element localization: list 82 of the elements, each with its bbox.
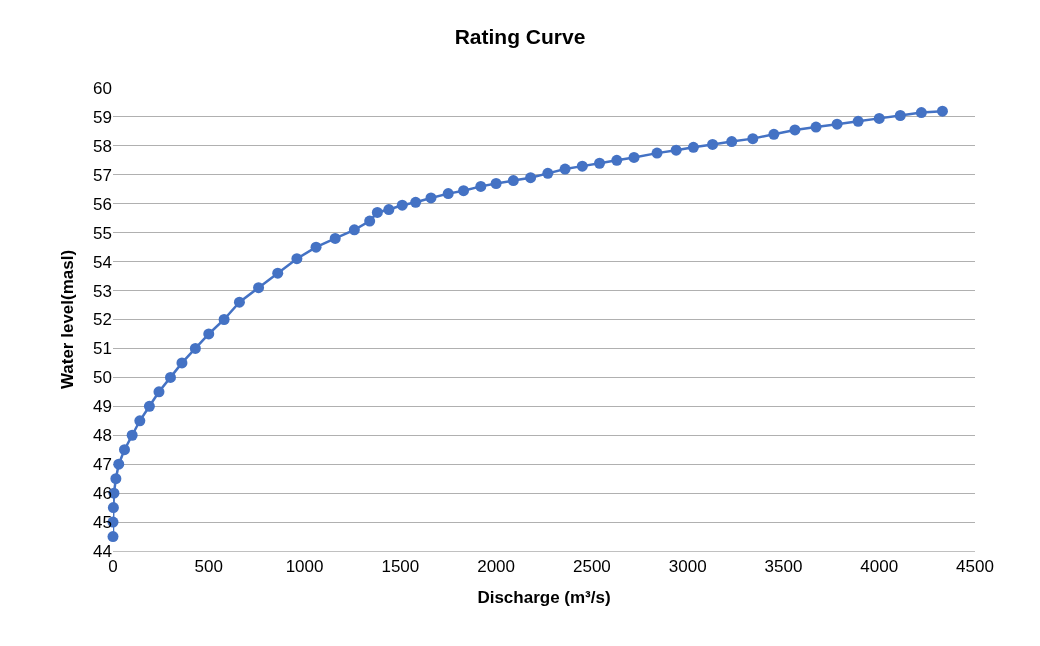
y-tick-label: 54 bbox=[93, 252, 112, 272]
point bbox=[364, 215, 376, 227]
point bbox=[233, 296, 245, 308]
point bbox=[291, 253, 303, 265]
point bbox=[176, 357, 188, 369]
point bbox=[670, 144, 682, 156]
point bbox=[490, 177, 502, 189]
point bbox=[475, 180, 487, 192]
point bbox=[410, 196, 422, 208]
x-tick-label: 4500 bbox=[956, 557, 994, 577]
x-tick-label: 4000 bbox=[860, 557, 899, 577]
y-tick-label: 56 bbox=[93, 194, 112, 214]
point bbox=[628, 151, 640, 163]
y-tick-label: 57 bbox=[93, 165, 112, 185]
x-tick-label: 1000 bbox=[285, 557, 324, 577]
x-tick-label: 2000 bbox=[477, 557, 516, 577]
point bbox=[110, 473, 122, 485]
y-tick-label: 53 bbox=[93, 281, 112, 301]
point bbox=[651, 147, 663, 159]
point bbox=[707, 138, 719, 150]
x-tick-label: 2500 bbox=[572, 557, 611, 577]
point bbox=[126, 429, 138, 441]
point bbox=[164, 371, 176, 383]
point bbox=[747, 133, 759, 145]
x-tick-label: 500 bbox=[194, 557, 223, 577]
point bbox=[189, 342, 201, 354]
point bbox=[396, 199, 408, 211]
y-tick-label: 55 bbox=[93, 223, 112, 243]
point bbox=[611, 154, 623, 166]
point bbox=[329, 232, 341, 244]
x-tick-label: 1500 bbox=[381, 557, 420, 577]
point bbox=[118, 444, 130, 456]
point bbox=[203, 328, 215, 340]
point bbox=[253, 282, 265, 294]
point bbox=[442, 188, 454, 200]
point bbox=[310, 241, 322, 253]
point bbox=[559, 163, 571, 175]
y-tick-label: 47 bbox=[93, 455, 112, 475]
chart-title: Rating Curve bbox=[454, 24, 586, 48]
point bbox=[113, 458, 125, 470]
point bbox=[936, 105, 948, 117]
point bbox=[458, 185, 470, 197]
y-tick-label: 49 bbox=[93, 397, 112, 417]
y-tick-label: 48 bbox=[93, 426, 112, 446]
point bbox=[852, 115, 864, 127]
x-axis-title: Discharge (m³/s) bbox=[477, 587, 611, 607]
point bbox=[507, 175, 519, 187]
point bbox=[348, 224, 360, 236]
y-tick-label: 50 bbox=[93, 368, 112, 388]
x-tick-label: 3000 bbox=[668, 557, 707, 577]
y-tick-label: 60 bbox=[93, 78, 112, 98]
point bbox=[525, 172, 537, 184]
point bbox=[873, 112, 885, 124]
y-tick-label: 59 bbox=[93, 107, 112, 127]
point bbox=[143, 400, 155, 412]
point bbox=[383, 204, 395, 216]
point bbox=[726, 136, 738, 148]
point bbox=[576, 160, 588, 172]
point bbox=[894, 109, 906, 121]
point bbox=[107, 531, 119, 543]
point bbox=[107, 502, 119, 514]
point bbox=[272, 267, 284, 279]
point bbox=[218, 314, 230, 325]
point bbox=[153, 386, 165, 398]
y-tick-label: 46 bbox=[93, 484, 112, 504]
point bbox=[425, 192, 437, 204]
point bbox=[789, 124, 801, 136]
point bbox=[687, 141, 699, 153]
point bbox=[768, 128, 780, 140]
y-axis-title: Water level(masl) bbox=[57, 249, 77, 390]
x-tick-label: 3500 bbox=[764, 557, 803, 577]
point bbox=[542, 167, 554, 179]
point bbox=[831, 118, 843, 130]
point bbox=[915, 107, 927, 119]
point bbox=[594, 157, 606, 169]
y-tick-label: 51 bbox=[93, 339, 112, 359]
point bbox=[371, 206, 383, 218]
y-tick-label: 45 bbox=[93, 513, 112, 533]
point bbox=[810, 121, 822, 133]
y-tick-label: 52 bbox=[93, 310, 112, 330]
y-tick-label: 58 bbox=[93, 136, 112, 156]
point bbox=[134, 415, 146, 427]
